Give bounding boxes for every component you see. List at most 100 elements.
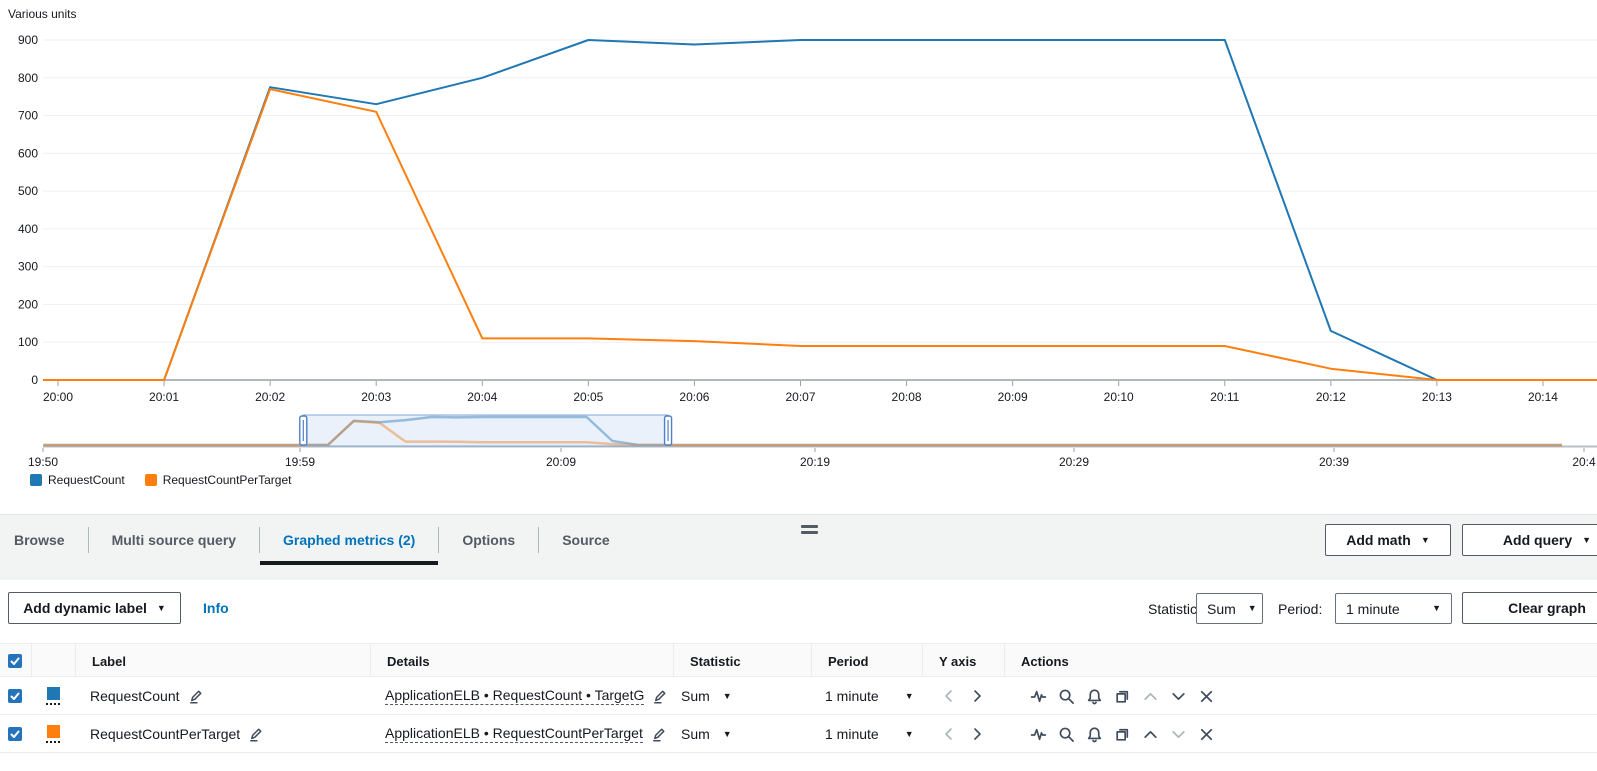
row-period-dropdown[interactable]: 1 minute ▼	[825, 715, 914, 753]
row-checkbox[interactable]	[8, 727, 22, 741]
y-axis-right-icon[interactable]	[969, 726, 985, 742]
add-query-button[interactable]: Add query ▼	[1462, 524, 1597, 556]
caret-down-icon: ▼	[1420, 534, 1430, 545]
move-down-icon[interactable]	[1170, 726, 1187, 743]
graphed-metrics-toolbar: Add dynamic label ▼ Info Statistic: Sum …	[0, 580, 1597, 643]
row-period-dropdown[interactable]: 1 minute ▼	[825, 677, 914, 715]
row-statistic-value: Sum	[681, 688, 710, 704]
clear-graph-button[interactable]: Clear graph	[1462, 592, 1597, 624]
caret-down-icon: ▼	[904, 690, 914, 701]
caret-down-icon: ▼	[904, 728, 914, 739]
statistic-column-header: Statistic	[673, 644, 811, 678]
svg-text:20:12: 20:12	[1316, 390, 1346, 404]
period-label: Period:	[1278, 601, 1323, 617]
label-column-header: Label	[75, 644, 370, 678]
legend-label: RequestCount	[48, 473, 125, 487]
metric-details[interactable]: ApplicationELB • RequestCount • TargetG	[385, 687, 645, 705]
zoom-metric-icon[interactable]	[1058, 726, 1075, 743]
graph-metric-icon[interactable]	[1030, 726, 1047, 743]
select-all-checkbox[interactable]	[8, 654, 22, 668]
row-statistic-dropdown[interactable]: Sum ▼	[681, 677, 732, 715]
tab-multi-source-query[interactable]: Multi source query	[111, 532, 237, 548]
duplicate-metric-icon[interactable]	[1114, 726, 1131, 743]
clear-graph-label: Clear graph	[1508, 600, 1586, 616]
zoom-metric-icon[interactable]	[1058, 688, 1075, 705]
create-alarm-icon[interactable]	[1086, 726, 1103, 743]
actions-column-header: Actions	[1004, 644, 1597, 678]
remove-metric-icon[interactable]	[1198, 726, 1215, 743]
metric-details[interactable]: ApplicationELB • RequestCountPerTarget	[385, 725, 643, 743]
info-link[interactable]: Info	[203, 600, 229, 616]
svg-text:0: 0	[31, 373, 38, 387]
graph-metric-icon[interactable]	[1030, 688, 1047, 705]
row-period-value: 1 minute	[825, 688, 879, 704]
duplicate-metric-icon[interactable]	[1114, 688, 1131, 705]
add-dynamic-label-button[interactable]: Add dynamic label ▼	[8, 592, 181, 624]
move-down-icon[interactable]	[1170, 688, 1187, 705]
svg-text:20:06: 20:06	[679, 390, 709, 404]
table-row: RequestCount ApplicationELB • RequestCou…	[0, 677, 1597, 715]
svg-text:20:10: 20:10	[1104, 390, 1134, 404]
tab-graphed-metrics[interactable]: Graphed metrics (2)	[260, 515, 439, 565]
svg-text:20:19: 20:19	[800, 455, 830, 468]
edit-label-icon[interactable]	[248, 727, 263, 742]
series-color-swatch	[46, 725, 60, 738]
chart-legend: RequestCount RequestCountPerTarget	[30, 473, 291, 487]
row-statistic-dropdown[interactable]: Sum ▼	[681, 715, 732, 753]
panel-resize-handle[interactable]	[801, 525, 818, 537]
tab-browse[interactable]: Browse	[14, 532, 65, 548]
svg-text:20:14: 20:14	[1528, 390, 1558, 404]
add-dynamic-label-text: Add dynamic label	[23, 600, 147, 616]
legend-item[interactable]: RequestCount	[30, 473, 125, 487]
svg-text:20:02: 20:02	[255, 390, 285, 404]
row-statistic-value: Sum	[681, 726, 710, 742]
svg-text:20:07: 20:07	[785, 390, 815, 404]
svg-text:20:03: 20:03	[361, 390, 391, 404]
svg-text:20:29: 20:29	[1059, 455, 1089, 468]
add-query-label: Add query	[1502, 532, 1573, 548]
tab-bar: Browse Multi source query Graphed metric…	[0, 515, 633, 565]
period-value: 1 minute	[1346, 600, 1400, 617]
svg-text:20:00: 20:00	[43, 390, 73, 404]
svg-text:100: 100	[18, 335, 38, 349]
move-up-icon[interactable]	[1142, 688, 1159, 705]
y-axis-column-header: Y axis	[922, 644, 1004, 678]
y-axis-left-icon[interactable]	[941, 688, 957, 704]
metric-label: RequestCountPerTarget	[90, 726, 241, 742]
row-checkbox[interactable]	[8, 689, 22, 703]
svg-text:20:08: 20:08	[892, 390, 922, 404]
svg-text:20:09: 20:09	[546, 455, 576, 468]
edit-details-icon[interactable]	[651, 727, 666, 742]
add-math-label: Add math	[1346, 532, 1411, 548]
statistic-select[interactable]: Sum ▼	[1196, 593, 1263, 624]
remove-metric-icon[interactable]	[1198, 688, 1215, 705]
svg-text:400: 400	[18, 222, 38, 236]
period-select[interactable]: 1 minute ▼	[1335, 593, 1452, 624]
table-row: RequestCountPerTarget ApplicationELB • R…	[0, 715, 1597, 753]
color-column-header	[31, 644, 75, 678]
statistic-label: Statistic:	[1148, 601, 1201, 617]
edit-details-icon[interactable]	[652, 689, 667, 704]
svg-text:20:04: 20:04	[467, 390, 497, 404]
series-color-picker[interactable]	[46, 725, 60, 743]
svg-text:Various units: Various units	[8, 7, 76, 21]
y-axis-right-icon[interactable]	[969, 688, 985, 704]
series-color-picker[interactable]	[46, 687, 60, 705]
svg-text:900: 900	[18, 33, 38, 47]
svg-text:20:09: 20:09	[998, 390, 1028, 404]
tab-separator	[538, 527, 540, 553]
edit-label-icon[interactable]	[188, 689, 203, 704]
move-up-icon[interactable]	[1142, 726, 1159, 743]
svg-text:20:01: 20:01	[149, 390, 179, 404]
metrics-line-chart[interactable]: 0 100 200 300 400 500 600 700 800 900 Various unit…	[0, 0, 1597, 469]
legend-color-swatch	[30, 474, 42, 486]
svg-text:300: 300	[18, 260, 38, 274]
y-axis-left-icon[interactable]	[941, 726, 957, 742]
tab-options[interactable]: Options	[462, 532, 516, 548]
legend-item[interactable]: RequestCountPerTarget	[144, 473, 291, 487]
tab-source[interactable]: Source	[562, 532, 610, 548]
add-math-button[interactable]: Add math ▼	[1325, 524, 1451, 556]
create-alarm-icon[interactable]	[1086, 688, 1103, 705]
tab-separator	[259, 527, 261, 553]
